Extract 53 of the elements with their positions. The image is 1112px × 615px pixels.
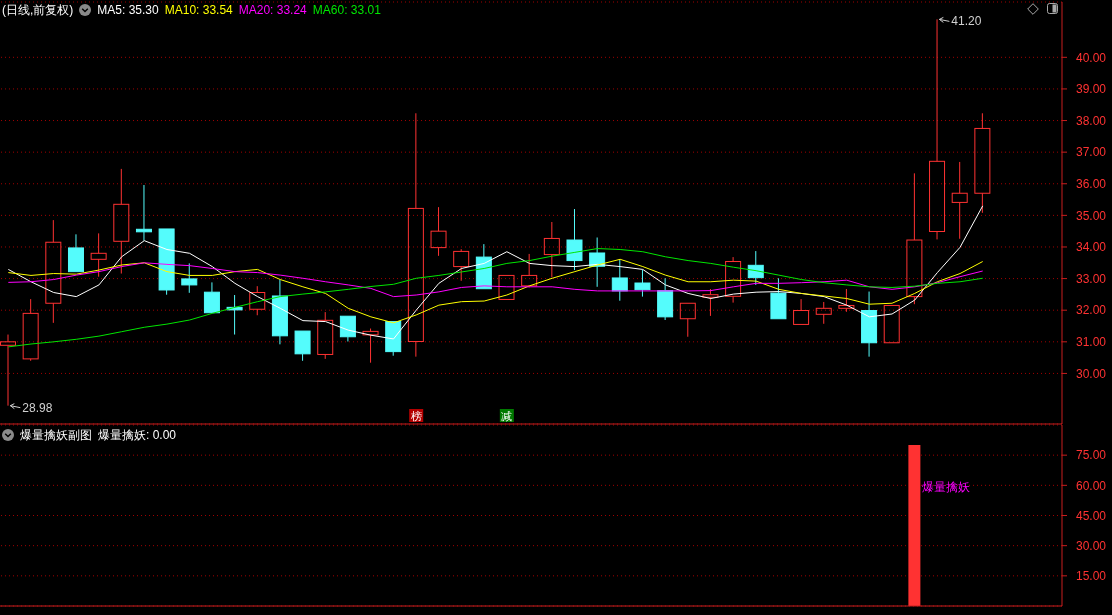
text: MA20: 33.24 <box>238 3 307 17</box>
y-tick-label: 40.00 <box>1076 50 1107 65</box>
y-tick-label: 33.00 <box>1076 271 1107 286</box>
candlestick <box>861 291 878 358</box>
y-tick-label: 32.00 <box>1076 303 1107 318</box>
y-tick-label: 75.00 <box>1076 448 1107 463</box>
y-tick-label: 31.00 <box>1076 335 1107 350</box>
candlestick <box>407 112 424 358</box>
line-series <box>7 205 984 340</box>
y-tick-label: 36.00 <box>1076 177 1107 192</box>
chart-title: (日线,前复权) <box>2 3 74 17</box>
y-tick-label: 30.00 <box>1076 538 1107 553</box>
y-tick-label: 35.00 <box>1076 208 1107 223</box>
candlestick <box>793 298 810 325</box>
chart-title: 爆量擒妖副图 <box>20 428 92 442</box>
candlestick <box>317 311 334 360</box>
y-tick-label: 38.00 <box>1076 113 1107 128</box>
candlestick <box>271 279 288 345</box>
line-series <box>7 262 984 298</box>
text: MA60: 33.01 <box>312 3 381 17</box>
y-tick-label: 60.00 <box>1076 478 1107 493</box>
annotation: 28.98 <box>22 400 53 415</box>
annotation: 爆量擒妖 <box>921 480 970 495</box>
y-tick-label: 37.00 <box>1076 145 1107 160</box>
candlestick <box>385 321 402 357</box>
annotation: 榜 <box>410 409 422 422</box>
candlestick <box>679 302 696 338</box>
candlestick <box>203 281 220 314</box>
y-tick-label: 39.00 <box>1076 82 1107 97</box>
candlestick <box>951 161 968 240</box>
y-tick-label: 34.00 <box>1076 240 1107 255</box>
annotation: 41.20 <box>951 14 982 29</box>
y-tick-label: 45.00 <box>1076 508 1107 523</box>
candlestick <box>45 219 62 324</box>
candlestick <box>430 206 447 257</box>
candlestick <box>815 301 832 325</box>
candlestick <box>113 168 130 275</box>
candlestick <box>339 315 356 342</box>
candlestick <box>883 304 900 344</box>
y-tick-label: 15.00 <box>1076 569 1107 584</box>
candlestick <box>725 256 742 304</box>
candlestick <box>657 277 674 321</box>
candlestick <box>67 233 84 273</box>
annotation: 减 <box>501 409 513 422</box>
candlestick <box>974 112 991 214</box>
text: MA5: 35.30 <box>97 3 159 17</box>
text: MA10: 33.54 <box>164 3 233 17</box>
candlestick <box>498 274 515 300</box>
candlestick <box>294 330 311 362</box>
y-tick-label: 30.00 <box>1076 366 1107 381</box>
candlestick <box>543 221 560 278</box>
candlestick <box>611 258 628 302</box>
annotation: 爆量擒妖: 0.00 <box>98 428 177 442</box>
